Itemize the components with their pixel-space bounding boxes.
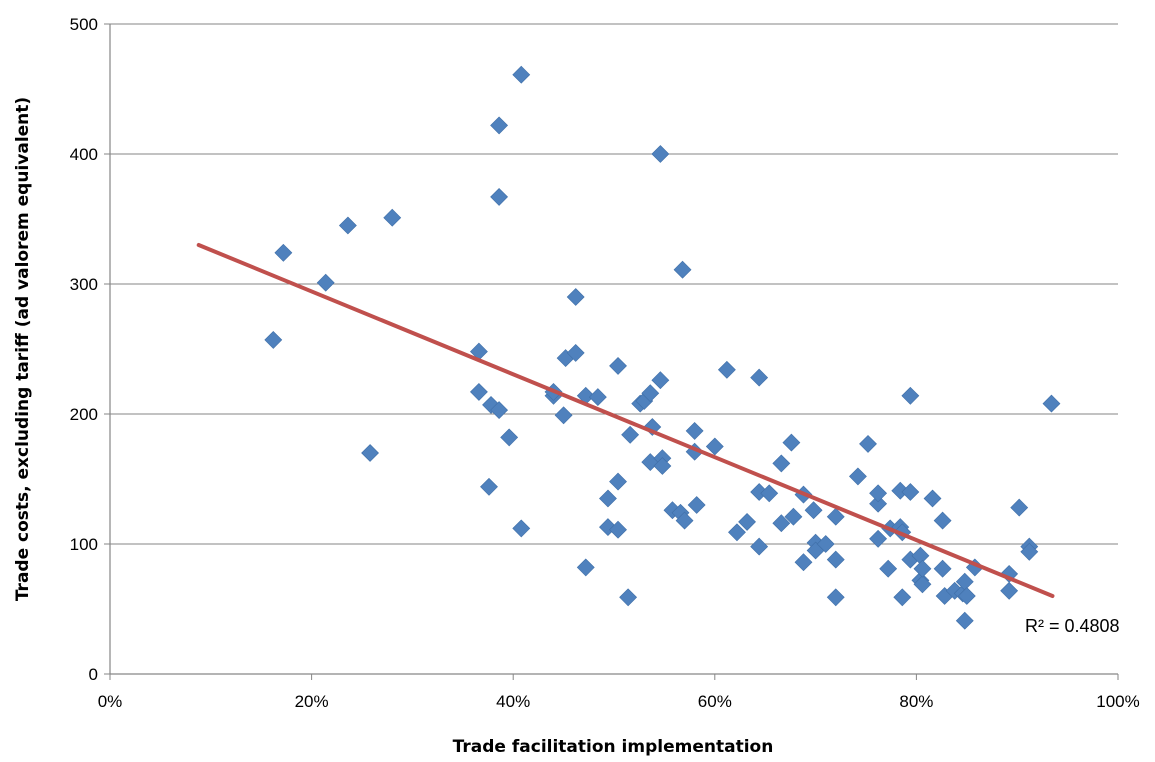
data-point [275, 244, 292, 261]
data-point [317, 274, 334, 291]
x-tick-label: 0% [98, 692, 123, 711]
data-point [880, 560, 897, 577]
data-point [706, 438, 723, 455]
data-point [1043, 395, 1060, 412]
data-point [849, 468, 866, 485]
data-point [934, 512, 951, 529]
data-point [902, 387, 919, 404]
data-point [362, 445, 379, 462]
data-point [384, 209, 401, 226]
data-point [652, 146, 669, 163]
y-tick-label: 400 [70, 145, 98, 164]
data-point [620, 589, 637, 606]
gridlines [110, 24, 1118, 544]
data-point [751, 538, 768, 555]
data-point [688, 497, 705, 514]
data-point [751, 369, 768, 386]
y-tick-label: 300 [70, 275, 98, 294]
data-point [622, 426, 639, 443]
x-tick-label: 60% [698, 692, 732, 711]
data-point [718, 361, 735, 378]
y-tick-label: 0 [89, 665, 98, 684]
r-squared-label: R² = 0.4808 [1025, 616, 1120, 636]
data-point [956, 612, 973, 629]
data-point [1011, 499, 1028, 516]
data-point [914, 560, 931, 577]
data-point [599, 490, 616, 507]
data-point [470, 383, 487, 400]
data-point [491, 188, 508, 205]
x-axis-ticks: 0% 20% 40% 60% 80% 100% [98, 674, 1140, 711]
data-point [513, 520, 530, 537]
y-axis-title: Trade costs, excluding tariff (ad valore… [13, 97, 33, 601]
data-point [686, 422, 703, 439]
data-point [589, 389, 606, 406]
data-point [501, 429, 518, 446]
data-point [924, 490, 941, 507]
data-point [827, 551, 844, 568]
data-point [1001, 582, 1018, 599]
data-point [555, 407, 572, 424]
data-point [870, 485, 887, 502]
data-point [805, 502, 822, 519]
data-point [773, 455, 790, 472]
data-point [827, 589, 844, 606]
data-point [795, 554, 812, 571]
data-point [577, 559, 594, 576]
x-tick-label: 80% [899, 692, 933, 711]
y-tick-label: 500 [70, 15, 98, 34]
data-point [265, 331, 282, 348]
y-tick-label: 200 [70, 405, 98, 424]
y-tick-label: 100 [70, 535, 98, 554]
data-point [610, 357, 627, 374]
data-point [610, 473, 627, 490]
data-point [652, 372, 669, 389]
data-point [870, 530, 887, 547]
x-axis-title: Trade facilitation implementation [453, 737, 774, 757]
y-axis-ticks: 0 100 200 300 400 500 [70, 15, 110, 684]
data-point [783, 434, 800, 451]
data-points [265, 66, 1060, 629]
x-tick-label: 100% [1096, 692, 1139, 711]
data-point [481, 478, 498, 495]
data-point [934, 560, 951, 577]
data-point [860, 435, 877, 452]
data-point [339, 217, 356, 234]
x-tick-label: 40% [496, 692, 530, 711]
data-point [567, 289, 584, 306]
data-point [894, 589, 911, 606]
data-point [674, 261, 691, 278]
trendline [199, 245, 1053, 596]
x-tick-label: 20% [295, 692, 329, 711]
data-point [513, 66, 530, 83]
data-point [491, 117, 508, 134]
